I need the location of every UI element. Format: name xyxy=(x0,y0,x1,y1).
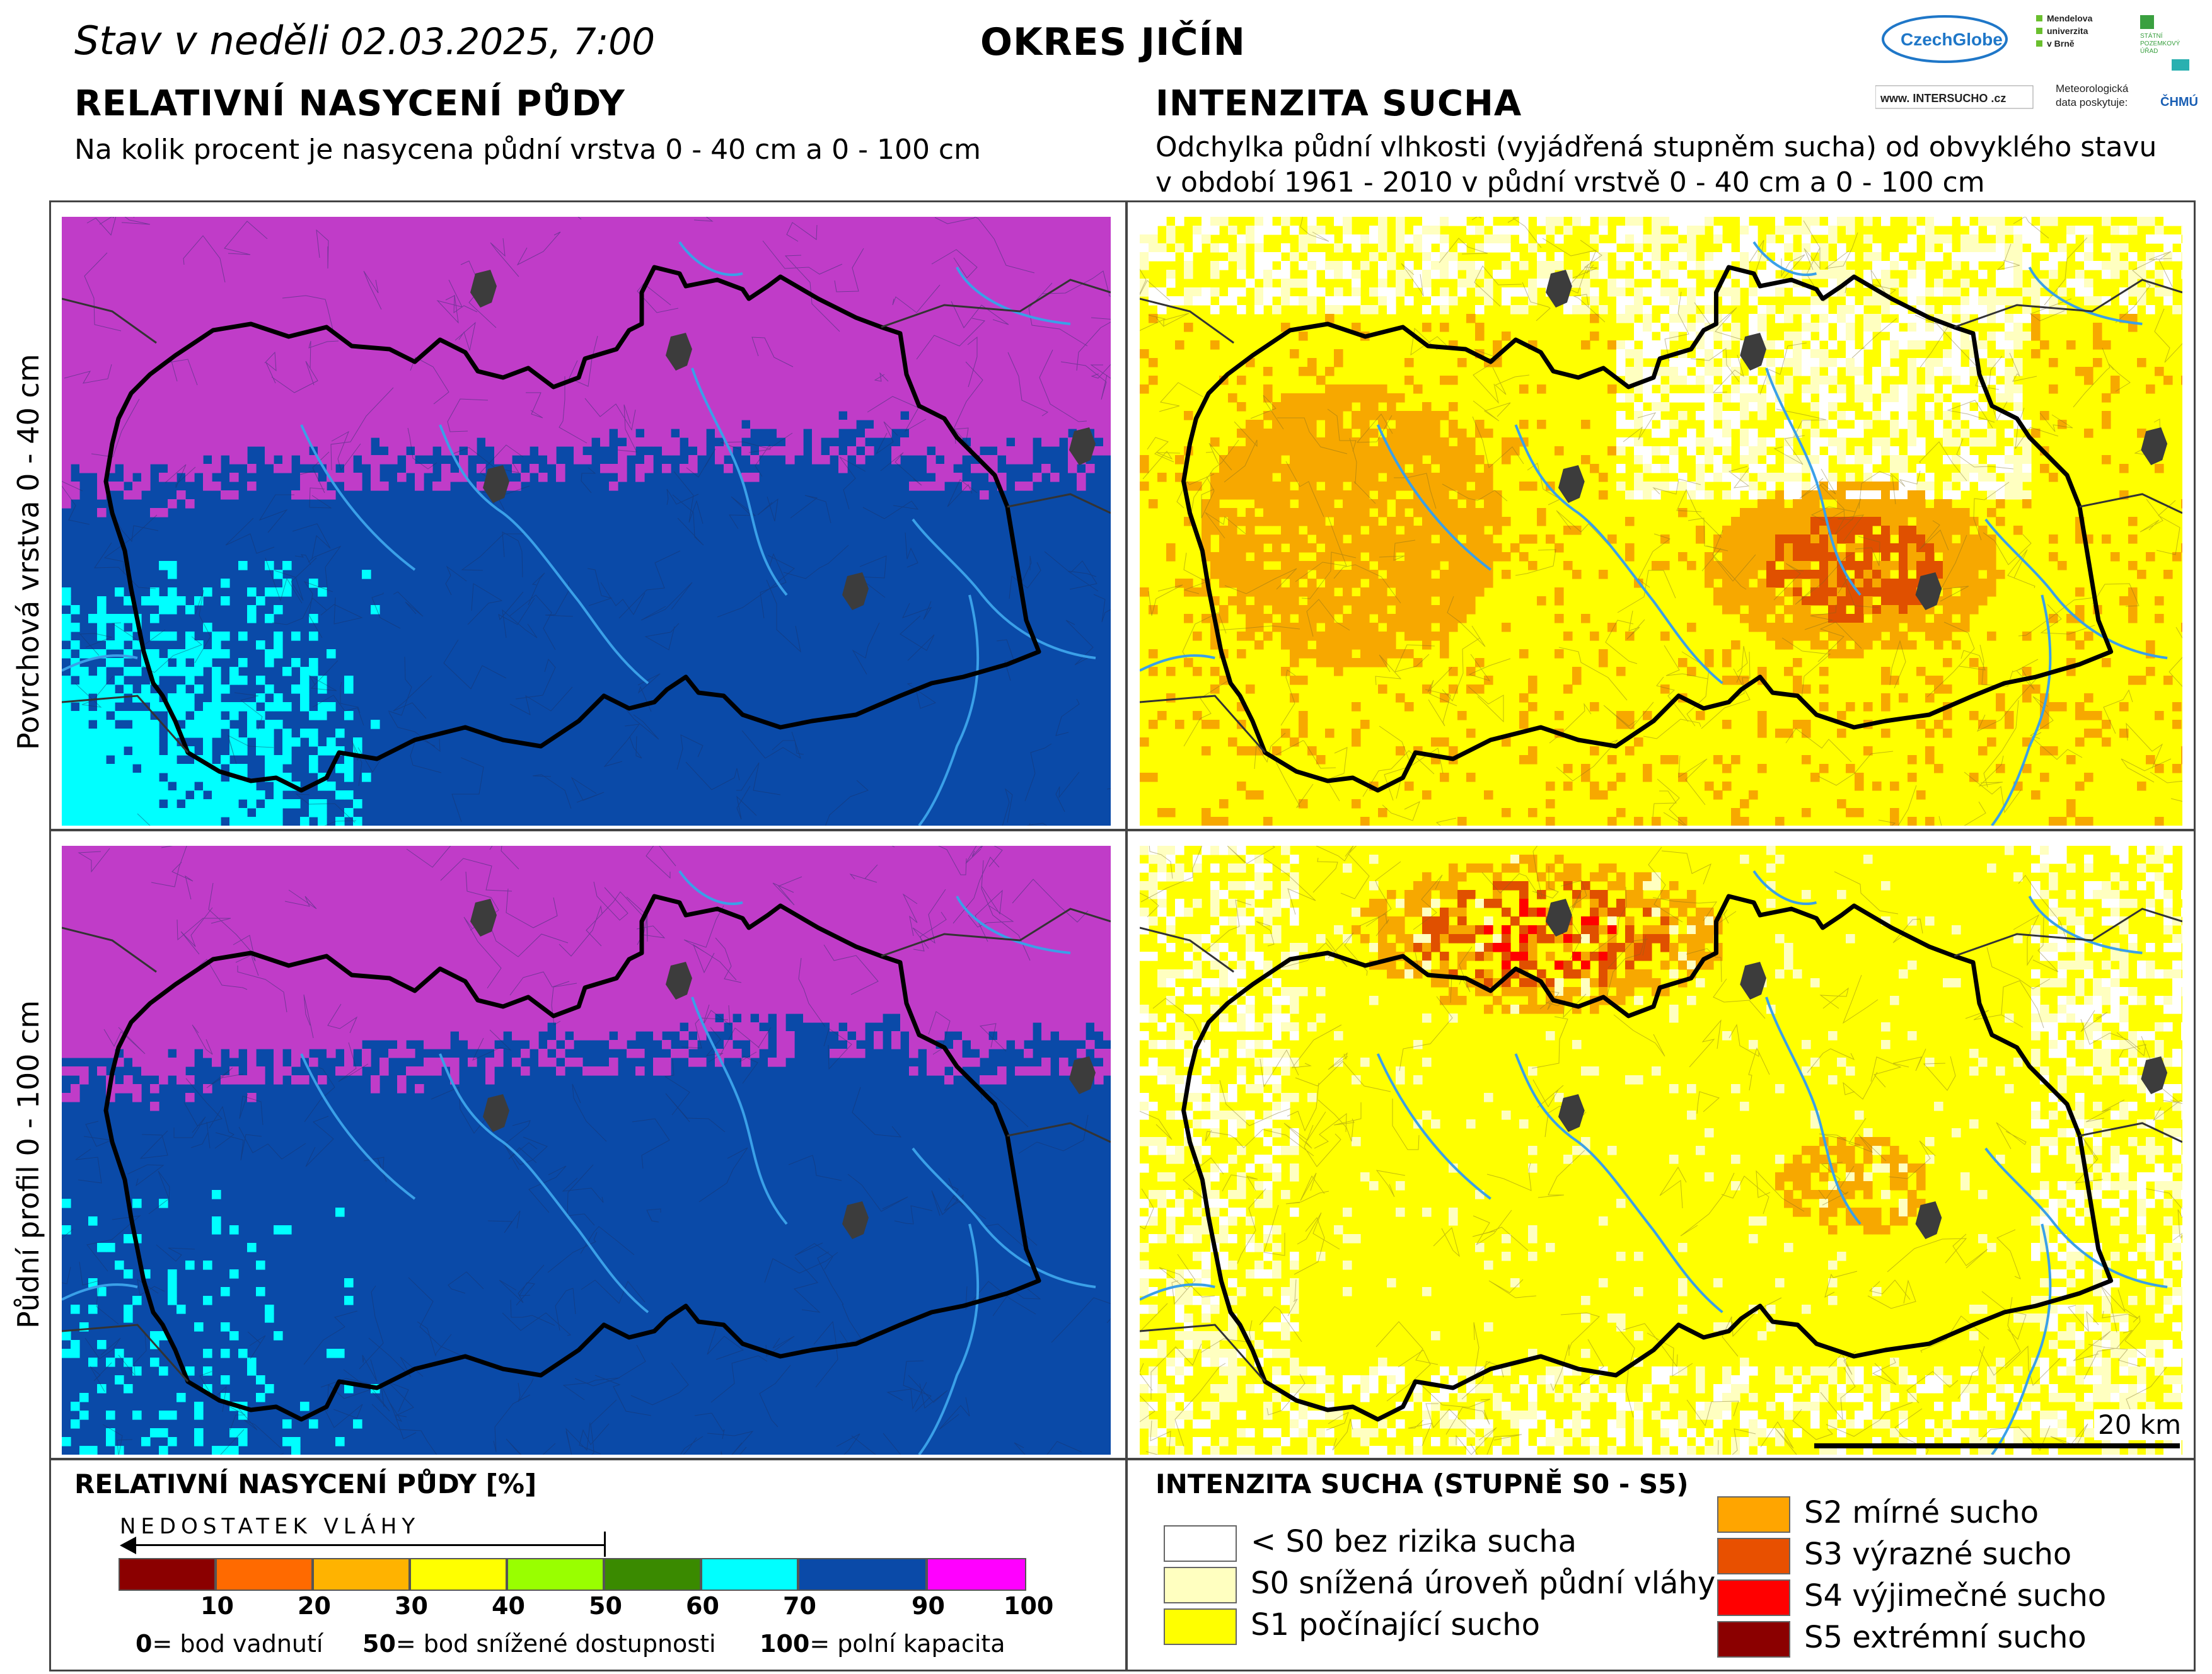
drought-label-3: S2 mírné sucho xyxy=(1804,1495,2039,1530)
logos-block: CzechGlobe Mendelova univerzita v Brně S… xyxy=(1875,6,2206,113)
note-wilting: 0= bod vadnutí xyxy=(136,1630,323,1658)
saturation-legend-title: RELATIVNÍ NASYCENÍ PŮDY [%] xyxy=(74,1469,537,1499)
colorbar-bin-90 xyxy=(798,1558,927,1591)
svg-text:POZEMKOVÝ: POZEMKOVÝ xyxy=(2140,39,2180,47)
drought-swatch-5 xyxy=(1717,1579,1790,1616)
note-capacity-text: = polní kapacita xyxy=(809,1630,1005,1658)
colorbar-bin-60 xyxy=(604,1558,701,1591)
colorbar-tick-40: 40 xyxy=(492,1592,525,1620)
drought-title: INTENZITA SUCHA xyxy=(1155,83,1522,124)
drought-swatch-2 xyxy=(1164,1608,1237,1645)
saturation-colorbar-ticks: 10 20 30 40 50 60 70 90 100 xyxy=(119,1592,1064,1624)
logos-graphic: CzechGlobe Mendelova univerzita v Brně S… xyxy=(1875,13,2198,109)
drought-swatch-3 xyxy=(1717,1496,1790,1533)
drought-label-2: S1 počínající sucho xyxy=(1251,1607,1540,1642)
note-wilting-num: 0 xyxy=(136,1630,153,1658)
drought-profile-svg xyxy=(1140,846,2182,1455)
svg-text:Mendelova: Mendelova xyxy=(2047,13,2093,23)
drought-legend-title: INTENZITA SUCHA (STUPNĚ S0 - S5) xyxy=(1155,1469,1689,1499)
colorbar-bin-20 xyxy=(216,1558,313,1591)
colorbar-bin-30 xyxy=(313,1558,410,1591)
map-saturation-topsoil xyxy=(62,217,1111,826)
colorbar-tick-30: 30 xyxy=(395,1592,428,1620)
svg-text:data poskytuje:: data poskytuje: xyxy=(2056,96,2128,108)
drought-swatch-4 xyxy=(1717,1538,1790,1574)
map-drought-topsoil xyxy=(1140,217,2182,826)
map-drought-profile xyxy=(1140,846,2182,1455)
colorbar-bin-100 xyxy=(927,1558,1026,1591)
scale-bar-label: 20 km xyxy=(2094,1409,2186,1440)
intersucho-logo-text: www. INTERSUCHO .cz xyxy=(1880,92,2006,105)
note-capacity-num: 100 xyxy=(760,1630,810,1658)
svg-text:Meteorologická: Meteorologická xyxy=(2056,83,2129,95)
colorbar-tick-70: 70 xyxy=(783,1592,816,1620)
svg-text:univerzita: univerzita xyxy=(2047,26,2088,36)
scale-bar xyxy=(1814,1443,2180,1448)
saturation-title: RELATIVNÍ NASYCENÍ PŮDY xyxy=(74,83,625,124)
colorbar-tick-50: 50 xyxy=(589,1592,622,1620)
drought-swatch-6 xyxy=(1717,1621,1790,1658)
note-reduced-num: 50 xyxy=(362,1630,396,1658)
note-reduced: 50= bod snížené dostupnosti xyxy=(362,1630,716,1658)
arrow-line xyxy=(132,1544,605,1546)
row-label-top: Povrchová vrstva 0 - 40 cm xyxy=(11,354,45,750)
drought-label-6: S5 extrémní sucho xyxy=(1804,1620,2087,1655)
drought-label-0: < S0 bez rizika sucha xyxy=(1251,1524,1577,1559)
drought-swatch-1 xyxy=(1164,1567,1237,1603)
svg-text:v Brně: v Brně xyxy=(2047,38,2075,49)
arrow-head-icon xyxy=(120,1537,136,1554)
colorbar-bin-40 xyxy=(410,1558,507,1591)
drought-subtitle-2: v období 1961 - 2010 v půdní vrstvě 0 - … xyxy=(1155,166,1985,199)
legend-frame-right xyxy=(1126,1458,2196,1671)
arrow-end-tick xyxy=(604,1532,606,1557)
date-prefix: Stav v neděli xyxy=(74,18,329,64)
colorbar-tick-60: 60 xyxy=(686,1592,719,1620)
svg-text:ÚŘAD: ÚŘAD xyxy=(2140,47,2158,55)
saturation-subtitle: Na kolik procent je nasycena půdní vrstv… xyxy=(74,134,981,166)
svg-text:ČHMÚ: ČHMÚ xyxy=(2160,94,2198,109)
row-label-bottom: Půdní profil 0 - 100 cm xyxy=(11,1000,45,1329)
colorbar-bin-70 xyxy=(701,1558,798,1591)
district-title: OKRES JIČÍN xyxy=(980,20,1246,64)
note-reduced-text: = bod snížené dostupnosti xyxy=(395,1630,716,1658)
drought-topsoil-svg xyxy=(1140,217,2182,826)
date-line: Stav v neděli 02.03.2025, 7:00 xyxy=(74,18,655,64)
drought-swatch-0 xyxy=(1164,1525,1237,1562)
note-wilting-text: = bod vadnutí xyxy=(152,1630,323,1658)
czechglobe-logo-text: CzechGlobe xyxy=(1901,30,2003,49)
arrow-label: NEDOSTATEK VLÁHY xyxy=(120,1514,420,1539)
colorbar-tick-100: 100 xyxy=(1004,1592,1054,1620)
colorbar-bin-50 xyxy=(507,1558,604,1591)
saturation-profile-svg xyxy=(62,846,1111,1455)
saturation-topsoil-svg xyxy=(62,217,1111,826)
map-saturation-profile xyxy=(62,846,1111,1455)
drought-label-5: S4 výjimečné sucho xyxy=(1804,1578,2107,1613)
colorbar-tick-90: 90 xyxy=(912,1592,945,1620)
colorbar-tick-20: 20 xyxy=(298,1592,331,1620)
saturation-colorbar xyxy=(119,1558,1026,1591)
note-capacity: 100= polní kapacita xyxy=(760,1630,1005,1658)
svg-text:STÁTNÍ: STÁTNÍ xyxy=(2140,32,2163,40)
drought-label-4: S3 výrazné sucho xyxy=(1804,1537,2072,1572)
drought-label-1: S0 snížená úroveň půdní vláhy xyxy=(1251,1566,1716,1601)
date-value: 02.03.2025, 7:00 xyxy=(340,20,656,63)
colorbar-tick-10: 10 xyxy=(200,1592,234,1620)
colorbar-bin-10 xyxy=(119,1558,216,1591)
drought-subtitle-1: Odchylka půdní vlhkosti (vyjádřená stupn… xyxy=(1155,131,2157,163)
